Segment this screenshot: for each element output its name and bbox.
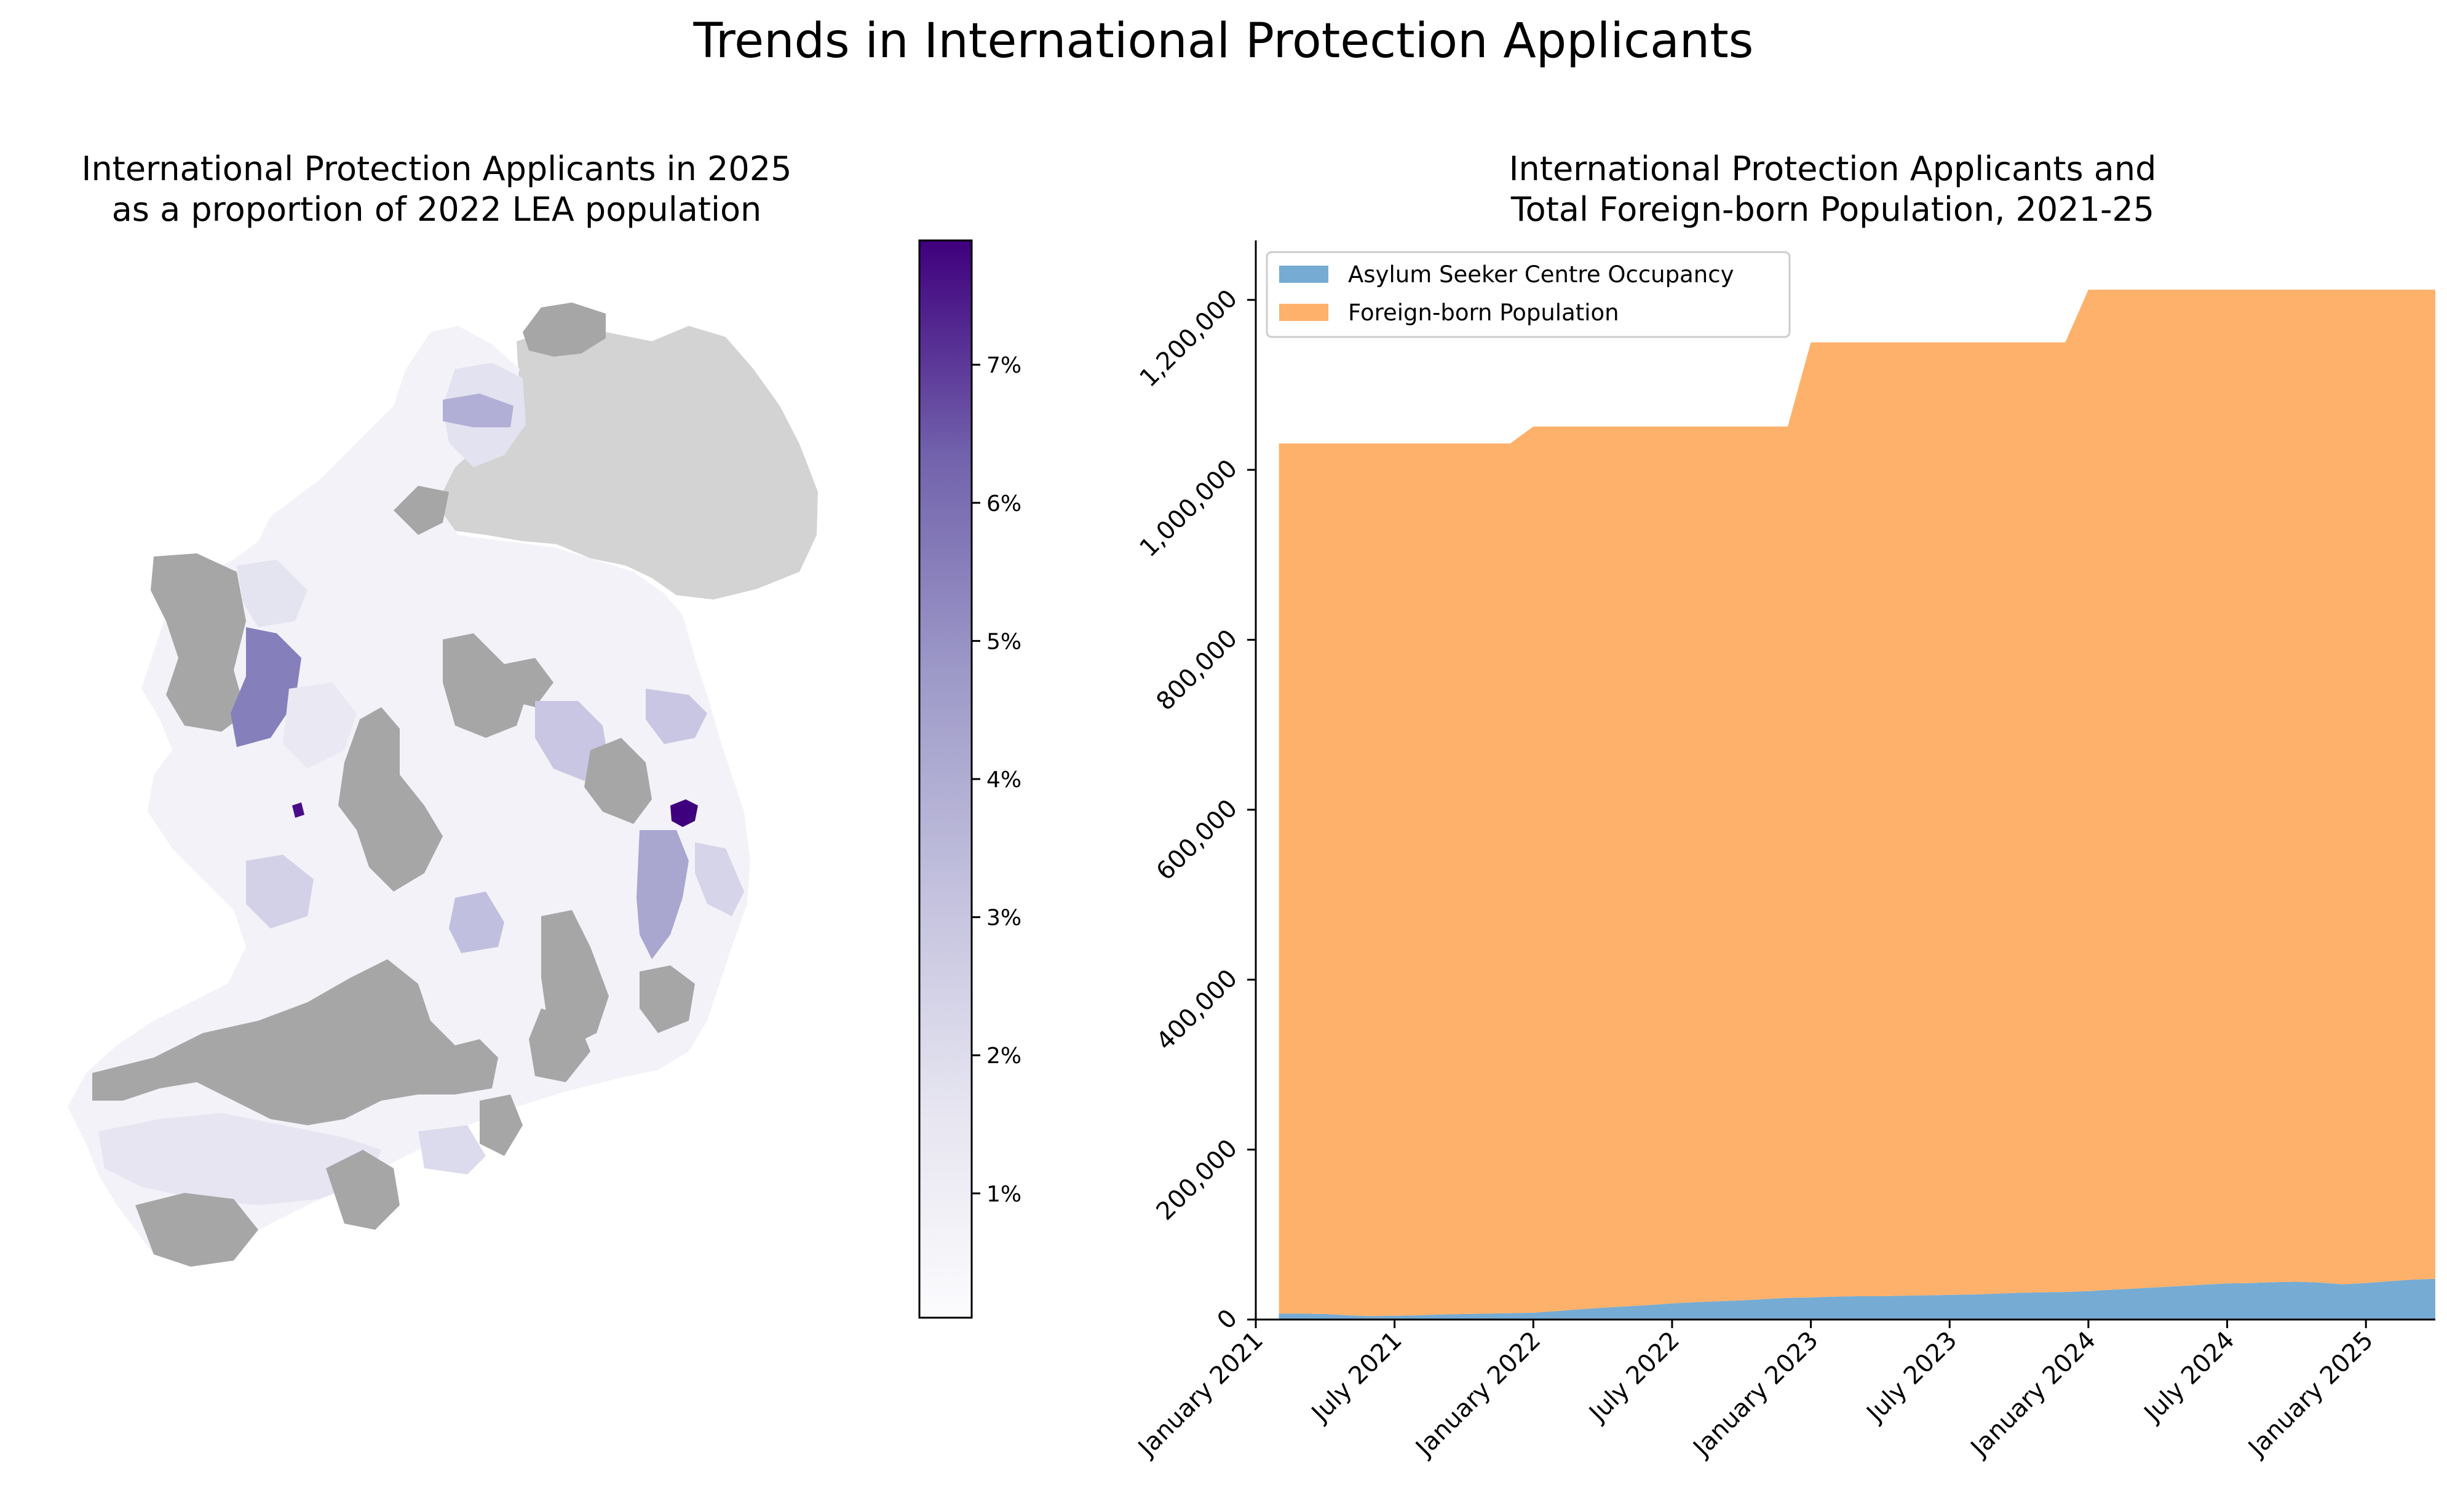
ireland-choropleth-map — [68, 303, 818, 1267]
map-region-letterkenny — [443, 394, 514, 427]
map-region-carlow — [640, 965, 695, 1033]
colorbar-tick-label: 5% — [986, 629, 1021, 654]
map-region-castlebar — [231, 627, 301, 747]
legend-label-foreign-born-population: Foreign-born Population — [1348, 299, 1619, 326]
chart-title: International Protection Applicants and … — [1230, 149, 2435, 230]
map-region-clare-limerick-tipp — [92, 959, 498, 1125]
map-region-kilkenny — [529, 1008, 590, 1082]
chart-areas — [1279, 290, 2435, 1320]
map-region-donegal-west — [394, 486, 449, 535]
area-series-asylum-seeker-centre-occupancy — [1279, 1278, 2435, 1320]
map-region-galway-east — [246, 855, 314, 928]
map-region-louth-east — [646, 689, 707, 744]
chart-title-line1: International Protection Applicants and — [1509, 149, 2157, 188]
legend-frame — [1266, 251, 1791, 338]
colorbar-tick-label: 7% — [986, 353, 1021, 378]
x-tick-label: January 2025 — [2242, 1326, 2379, 1463]
map-region-monaghan — [504, 658, 553, 707]
map-region-inishowen — [523, 303, 606, 357]
colorbar-tick-label: 2% — [986, 1043, 1021, 1069]
map-region-dublin-south — [637, 830, 689, 959]
colorbar-gradient — [918, 239, 973, 1319]
x-tick-label: January 2024 — [1964, 1326, 2101, 1463]
map-region-waterford — [418, 1125, 486, 1174]
area-chart: 0 200,000 400,000 600,000 800,000 1,000,000 1,… — [1132, 240, 2435, 1463]
colorbar-tick-label: 1% — [986, 1182, 1021, 1207]
x-tick-label: January 2022 — [1410, 1326, 1547, 1463]
colorbar-tick-label: 3% — [986, 906, 1021, 931]
legend-swatch-foreign-born-population — [1279, 304, 1328, 321]
map-region-wicklow-east — [695, 842, 744, 916]
x-tick-label: January 2021 — [1132, 1326, 1269, 1463]
map-region-longford-roscommon — [338, 707, 443, 892]
map-region-wexford-west — [480, 1094, 523, 1156]
map-region-claremorris — [283, 683, 357, 769]
y-tick-label: 1,000,000 — [1135, 454, 1243, 563]
x-tick-label: July 2024 — [2138, 1326, 2240, 1428]
x-tick-label: January 2023 — [1687, 1326, 1824, 1463]
map-region-drogheda — [584, 738, 652, 824]
legend-label-asylum-seeker-centre-occupancy: Asylum Seeker Centre Occupancy — [1348, 261, 1734, 288]
chart-legend: Asylum Seeker Centre Occupancy Foreign-bo… — [1266, 251, 1791, 338]
map-region-ballinasloe-dot — [292, 802, 304, 818]
map-region-northern-ireland — [430, 326, 818, 600]
map-region-cork-lavender — [98, 1113, 381, 1205]
y-tick-label: 400,000 — [1151, 964, 1243, 1056]
map-region-dublin-city — [670, 799, 698, 827]
colorbar-ticks: 1% 2% 3% 4% 5% 6% 7% — [972, 353, 1021, 1207]
legend-swatch-asylum-seeker-centre-occupancy — [1279, 266, 1328, 283]
y-tick-label: 600,000 — [1151, 794, 1243, 885]
map-title-line1: International Protection Applicants in 2… — [81, 149, 792, 188]
area-series-foreign-born-population — [1279, 290, 2435, 1316]
figure-title: Trends in International Protection Appli… — [693, 14, 1754, 69]
map-region-cork-south — [326, 1150, 400, 1230]
y-tick-label: 200,000 — [1151, 1134, 1243, 1225]
map-region-cork-west — [135, 1193, 258, 1267]
colorbar-tick-label: 6% — [986, 491, 1021, 517]
map-title-line2: as a proportion of 2022 LEA population — [111, 190, 762, 229]
map-region-laois — [449, 892, 504, 953]
chart-title-line2: Total Foreign-born Population, 2021-25 — [1510, 190, 2155, 229]
x-tick-label: July 2021 — [1305, 1326, 1407, 1428]
map-title: International Protection Applicants in 2… — [25, 149, 849, 230]
y-tick-label: 0 — [1212, 1304, 1243, 1336]
y-tick-label: 1,200,000 — [1135, 284, 1243, 392]
colorbar-tick-label: 4% — [986, 767, 1021, 793]
x-tick-label: July 2022 — [1583, 1326, 1685, 1428]
map-region-mayo-west — [151, 553, 246, 732]
map-region-cavan — [443, 633, 529, 738]
chart-x-ticks: January 2021 July 2021 January 2022 July 20… — [1132, 1320, 2379, 1463]
map-region-mayo-north — [237, 560, 307, 627]
map-colorbar: 1% 2% 3% 4% 5% 6% 7% — [918, 239, 1021, 1319]
x-tick-label: July 2023 — [1860, 1326, 1962, 1428]
chart-y-ticks: 0 200,000 400,000 600,000 800,000 1,000,000 1,… — [1135, 284, 1256, 1335]
map-region-kildare — [541, 910, 609, 1045]
y-tick-label: 800,000 — [1151, 624, 1243, 716]
